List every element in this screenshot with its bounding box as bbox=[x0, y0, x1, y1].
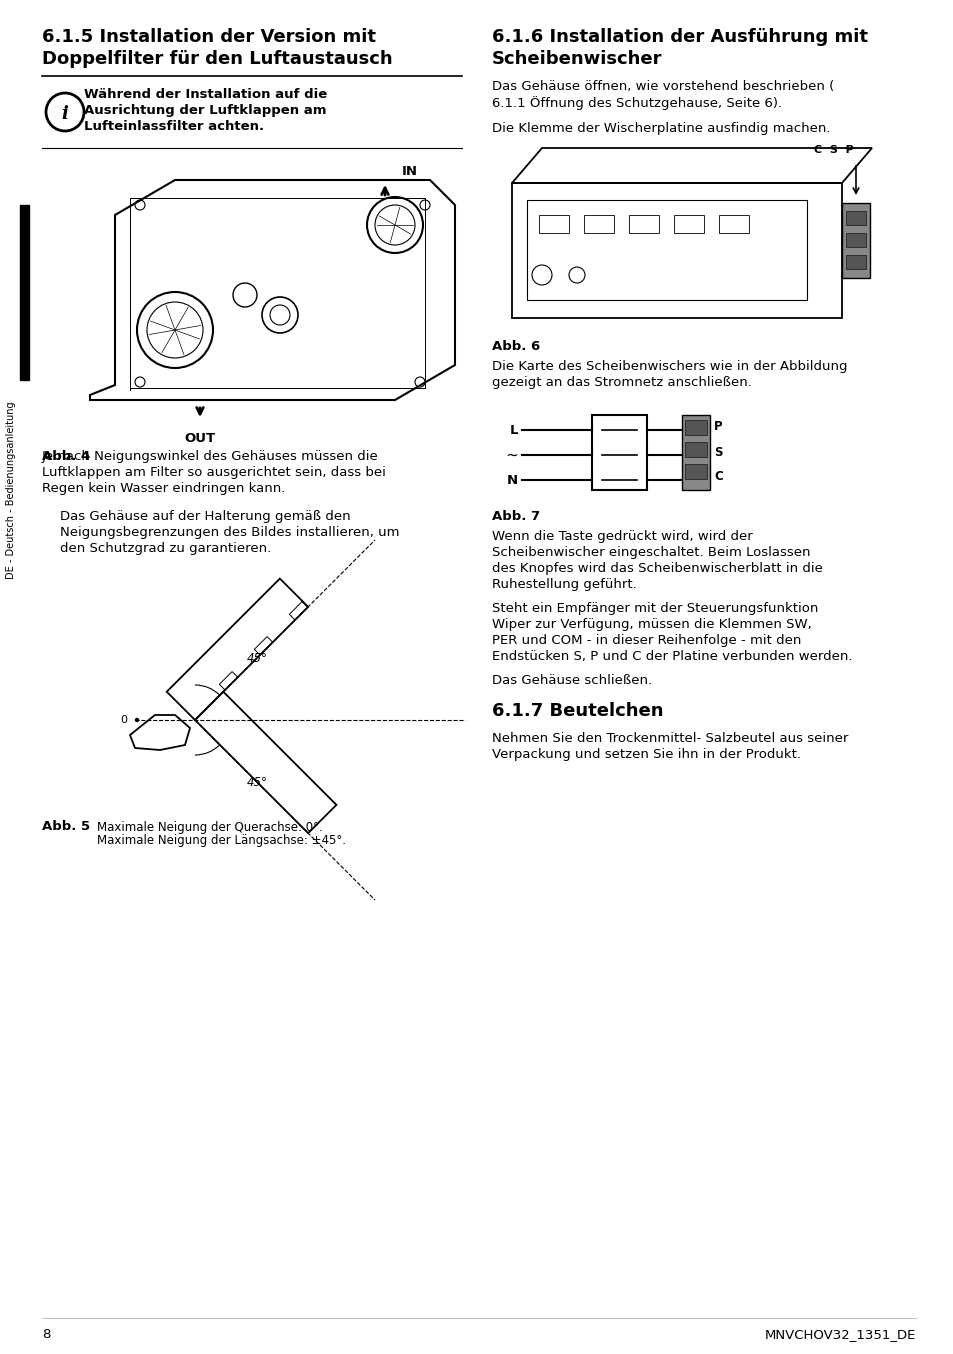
Text: Je nach Neigungswinkel des Gehäuses müssen die: Je nach Neigungswinkel des Gehäuses müss… bbox=[42, 450, 378, 463]
Text: N: N bbox=[506, 474, 517, 486]
Text: L: L bbox=[509, 424, 517, 436]
Circle shape bbox=[135, 719, 138, 722]
Text: IN: IN bbox=[401, 165, 417, 177]
Bar bbox=[20, 204, 29, 380]
Text: Maximale Neigung der Längsachse: ±45°.: Maximale Neigung der Längsachse: ±45°. bbox=[97, 834, 346, 848]
Text: 8: 8 bbox=[42, 1328, 51, 1342]
Text: 0: 0 bbox=[120, 715, 127, 724]
Bar bbox=[538, 215, 568, 233]
Bar bbox=[681, 414, 709, 490]
Text: 45°: 45° bbox=[247, 776, 268, 788]
Text: Wiper zur Verfügung, müssen die Klemmen SW,: Wiper zur Verfügung, müssen die Klemmen … bbox=[492, 617, 811, 631]
Text: Doppelfilter für den Luftaustausch: Doppelfilter für den Luftaustausch bbox=[42, 50, 393, 68]
Text: Wenn die Taste gedrückt wird, wird der: Wenn die Taste gedrückt wird, wird der bbox=[492, 529, 752, 543]
Text: Ruhestellung geführt.: Ruhestellung geführt. bbox=[492, 578, 636, 590]
Text: Abb. 7: Abb. 7 bbox=[492, 510, 539, 523]
Bar bbox=[684, 420, 706, 435]
Text: den Schutzgrad zu garantieren.: den Schutzgrad zu garantieren. bbox=[60, 542, 271, 555]
Bar bbox=[841, 203, 869, 278]
Bar bbox=[583, 215, 614, 233]
Text: Abb. 4: Abb. 4 bbox=[42, 450, 91, 463]
Text: Regen kein Wasser eindringen kann.: Regen kein Wasser eindringen kann. bbox=[42, 482, 285, 496]
Text: DE - Deutsch - Bedienungsanleitung: DE - Deutsch - Bedienungsanleitung bbox=[6, 401, 16, 578]
Text: MNVCHOV32_1351_DE: MNVCHOV32_1351_DE bbox=[763, 1328, 915, 1342]
Text: 6.1.1 Öffnung des Schutzgehause, Seite 6).: 6.1.1 Öffnung des Schutzgehause, Seite 6… bbox=[492, 96, 781, 110]
Text: Lufteinlassfilter achten.: Lufteinlassfilter achten. bbox=[84, 121, 264, 133]
Text: des Knopfes wird das Scheibenwischerblatt in die: des Knopfes wird das Scheibenwischerblat… bbox=[492, 562, 822, 575]
Bar bbox=[526, 200, 806, 301]
Text: Das Gehäuse schließen.: Das Gehäuse schließen. bbox=[492, 674, 652, 686]
Text: Nehmen Sie den Trockenmittel- Salzbeutel aus seiner: Nehmen Sie den Trockenmittel- Salzbeutel… bbox=[492, 733, 847, 745]
Bar bbox=[512, 183, 841, 318]
Text: PER und COM - in dieser Reihenfolge - mit den: PER und COM - in dieser Reihenfolge - mi… bbox=[492, 634, 801, 647]
Text: C  S  P: C S P bbox=[813, 145, 853, 154]
Text: ~: ~ bbox=[505, 448, 517, 463]
Text: Maximale Neigung der Querachse: 0°.: Maximale Neigung der Querachse: 0°. bbox=[97, 821, 322, 834]
Text: Scheibenwischer eingeschaltet. Beim Loslassen: Scheibenwischer eingeschaltet. Beim Losl… bbox=[492, 546, 810, 559]
Text: Das Gehäuse auf der Halterung gemäß den: Das Gehäuse auf der Halterung gemäß den bbox=[60, 510, 351, 523]
Bar bbox=[628, 215, 659, 233]
Text: Verpackung und setzen Sie ihn in der Produkt.: Verpackung und setzen Sie ihn in der Pro… bbox=[492, 747, 801, 761]
Text: Steht ein Empfänger mit der Steuerungsfunktion: Steht ein Empfänger mit der Steuerungsfu… bbox=[492, 603, 818, 615]
Bar bbox=[719, 215, 748, 233]
Text: Abb. 6: Abb. 6 bbox=[492, 340, 539, 353]
Text: C: C bbox=[713, 470, 722, 483]
Text: Das Gehäuse öffnen, wie vorstehend beschrieben (: Das Gehäuse öffnen, wie vorstehend besch… bbox=[492, 80, 833, 93]
Bar bbox=[845, 255, 865, 269]
Text: Endstücken S, P und C der Platine verbunden werden.: Endstücken S, P und C der Platine verbun… bbox=[492, 650, 852, 663]
Bar bbox=[845, 233, 865, 246]
Text: Abb. 5: Abb. 5 bbox=[42, 821, 90, 833]
Bar bbox=[592, 414, 646, 490]
Bar bbox=[845, 211, 865, 225]
Text: i: i bbox=[62, 106, 69, 123]
Bar bbox=[673, 215, 703, 233]
Text: Die Karte des Scheibenwischers wie in der Abbildung: Die Karte des Scheibenwischers wie in de… bbox=[492, 360, 846, 372]
Text: Die Klemme der Wischerplatine ausfindig machen.: Die Klemme der Wischerplatine ausfindig … bbox=[492, 122, 830, 135]
Text: 6.1.7 Beutelchen: 6.1.7 Beutelchen bbox=[492, 701, 662, 720]
Text: Neigungsbegrenzungen des Bildes installieren, um: Neigungsbegrenzungen des Bildes installi… bbox=[60, 525, 399, 539]
Text: Ausrichtung der Luftklappen am: Ausrichtung der Luftklappen am bbox=[84, 104, 326, 116]
Text: 6.1.5 Installation der Version mit: 6.1.5 Installation der Version mit bbox=[42, 28, 375, 46]
Text: 45°: 45° bbox=[247, 651, 268, 665]
Text: gezeigt an das Stromnetz anschließen.: gezeigt an das Stromnetz anschließen. bbox=[492, 376, 751, 389]
Bar bbox=[684, 464, 706, 479]
Text: Während der Installation auf die: Während der Installation auf die bbox=[84, 88, 327, 102]
Text: P: P bbox=[713, 421, 721, 433]
Text: 6.1.6 Installation der Ausführung mit: 6.1.6 Installation der Ausführung mit bbox=[492, 28, 867, 46]
Text: Luftklappen am Filter so ausgerichtet sein, dass bei: Luftklappen am Filter so ausgerichtet se… bbox=[42, 466, 385, 479]
Text: OUT: OUT bbox=[184, 432, 215, 445]
Text: S: S bbox=[713, 445, 721, 459]
Text: Scheibenwischer: Scheibenwischer bbox=[492, 50, 661, 68]
Bar bbox=[684, 441, 706, 458]
